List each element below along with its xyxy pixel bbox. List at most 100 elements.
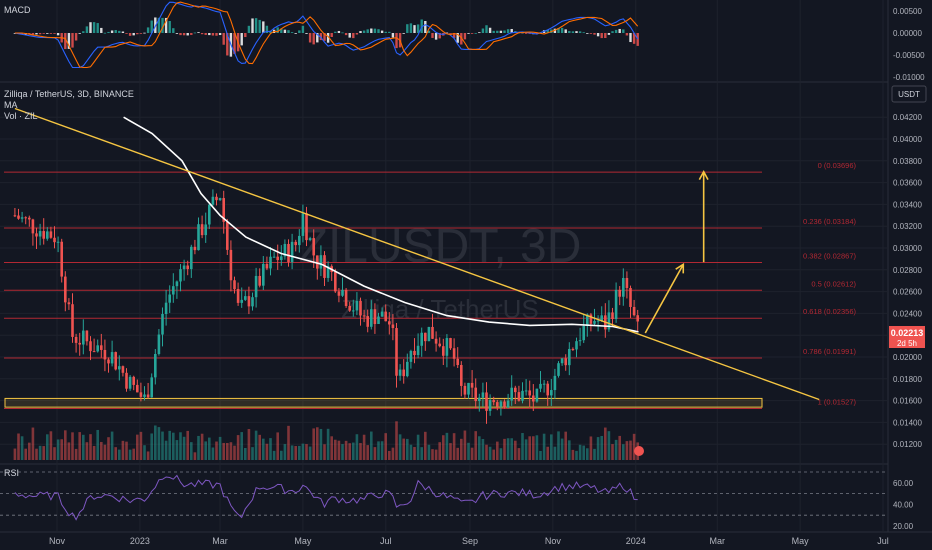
candle-body (478, 397, 481, 402)
price-tick-label: 0.02600 (893, 288, 922, 297)
macd-histogram-bar (186, 33, 189, 36)
candle-body (290, 241, 294, 263)
candle-body (600, 315, 604, 321)
candle-body (20, 217, 24, 219)
candle-body (593, 320, 596, 324)
macd-histogram-bar (71, 33, 74, 48)
volume-bar (208, 437, 211, 460)
volume-bar (272, 450, 276, 460)
macd-histogram-bar (100, 27, 103, 33)
macd-histogram-bar (434, 33, 438, 40)
macd-histogram-bar (560, 27, 564, 33)
candle-body (316, 255, 319, 269)
candle-body (524, 390, 528, 392)
macd-histogram-bar (524, 33, 528, 34)
price-tick-label: 0.04000 (893, 135, 922, 144)
volume-bar (316, 427, 319, 460)
volume-bar (434, 449, 438, 460)
macd-histogram-bar (262, 21, 265, 33)
volume-bar (460, 438, 463, 460)
macd-histogram-bar (625, 33, 629, 36)
macd-histogram-bar (391, 33, 395, 38)
candle-body (175, 281, 179, 287)
macd-histogram-bar (308, 33, 312, 43)
candle-body (586, 314, 589, 326)
macd-histogram-bar (593, 33, 596, 35)
time-tick-label: Jul (877, 536, 889, 546)
symbol-legend: Zilliqa / TetherUS, 3D, BINANCE (4, 89, 134, 99)
fib-level-label: 1 (0.01527) (818, 398, 857, 407)
macd-histogram-bar (406, 24, 409, 33)
candle-body (294, 241, 298, 246)
macd-histogram-bar (82, 31, 85, 33)
candle-body (359, 300, 362, 316)
volume-bar (384, 433, 388, 460)
macd-histogram-bar (175, 33, 179, 34)
volume-bar (341, 444, 344, 460)
fibonacci-retracement[interactable]: 0 (0.03696) 0.236 (0.03184) 0.382 (0.02867… (4, 161, 857, 410)
macd-histogram-bar (586, 33, 589, 34)
candle-body (334, 271, 337, 292)
macd-histogram-bar (74, 33, 78, 41)
us-flag-icon[interactable] (634, 446, 644, 456)
time-tick-label: May (792, 536, 810, 546)
macd-histogram-bar (298, 30, 301, 33)
macd-histogram-bar (460, 33, 463, 45)
volume-bar (71, 432, 74, 460)
macd-histogram-bar (161, 17, 164, 33)
candle-body (575, 341, 578, 350)
fib-level-label: 0.5 (0.02612) (811, 279, 856, 288)
volume-bar (211, 447, 215, 460)
macd-histogram-bar (200, 33, 204, 35)
rsi-tick-label: 60.00 (893, 479, 914, 488)
macd-histogram-bar (38, 33, 42, 35)
macd-tick-label: -0.01000 (893, 73, 925, 82)
macd-histogram-bar (179, 33, 182, 36)
trendline[interactable] (14, 107, 820, 401)
volume-bar (269, 438, 272, 460)
volume-bar (362, 434, 366, 460)
candle-body (53, 237, 56, 243)
macd-histogram-bar (157, 17, 161, 33)
candle-body (35, 233, 38, 237)
volume-bar (125, 441, 128, 460)
candle-body (236, 289, 240, 303)
macd-pane (13, 1, 639, 69)
candle-body (510, 387, 514, 401)
macd-histogram-bar (164, 17, 168, 33)
volume-bar (92, 445, 96, 460)
grid (0, 0, 888, 532)
macd-histogram-bar (553, 28, 557, 33)
macd-histogram-bar (110, 30, 114, 33)
macd-histogram-bar (128, 33, 132, 36)
macd-histogram-bar (305, 33, 308, 34)
candle-body (280, 256, 283, 261)
volume-bar (366, 445, 370, 460)
candle-body (46, 231, 49, 239)
candle-body (546, 383, 550, 396)
support-zone[interactable] (4, 397, 763, 408)
candle-body (582, 325, 586, 341)
macd-histogram-bar (222, 33, 225, 45)
candle-body (247, 296, 251, 307)
volume-bar (67, 442, 71, 460)
volume-bar (557, 431, 560, 460)
candle-body (139, 392, 143, 397)
volume-bar (161, 431, 164, 460)
volume-bar (391, 447, 395, 460)
volume-bar (204, 441, 208, 460)
currency-badge[interactable] (891, 85, 927, 103)
volume-bar (172, 432, 175, 460)
volume-bar (514, 440, 517, 460)
macd-histogram-bar (467, 33, 470, 34)
candle-body (136, 384, 139, 393)
volume-bar (107, 437, 110, 460)
candle-body (568, 348, 571, 366)
candle-body (517, 392, 521, 401)
macd-histogram-bar (89, 22, 92, 33)
candle-body (298, 235, 301, 246)
projection-arrows[interactable] (644, 170, 709, 334)
candle-body (128, 376, 132, 389)
volume-bar (355, 434, 359, 460)
